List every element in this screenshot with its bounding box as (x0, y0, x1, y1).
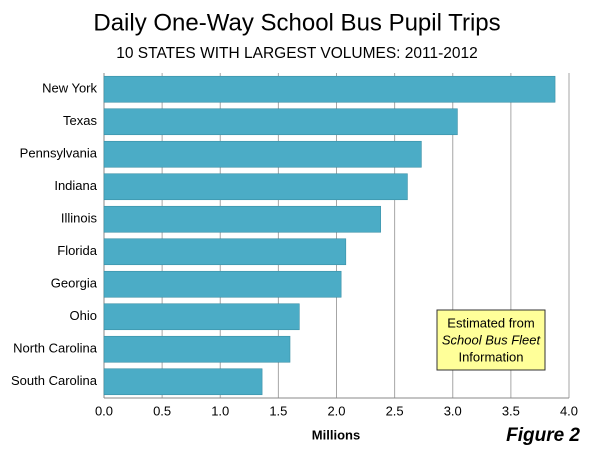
y-tick-label: Texas (63, 113, 97, 128)
bar (103, 368, 263, 396)
plot-area: 0.0 0.5 1.0 1.5 2.0 2.5 3.0 3.5 4.0 New York Texas… (11, 73, 578, 418)
annotation-text: Information (458, 349, 523, 364)
bar (103, 75, 556, 103)
x-tick-label: 0.0 (95, 403, 113, 418)
x-tick-label: 4.0 (560, 403, 578, 418)
bar (103, 335, 291, 363)
annotation-text: School Bus Fleet (442, 332, 542, 347)
bar (103, 238, 347, 266)
x-tick-label: 3.0 (444, 403, 462, 418)
x-tick-label: 2.0 (327, 403, 345, 418)
bar (103, 108, 458, 136)
x-tick-label: 3.5 (502, 403, 520, 418)
x-tick-label: 1.0 (211, 403, 229, 418)
bar (103, 173, 408, 201)
y-tick-label: South Carolina (11, 373, 98, 388)
x-tick-label: 2.5 (386, 403, 404, 418)
y-tick-label: Illinois (61, 211, 98, 226)
bar (103, 140, 422, 168)
annotation-text: Estimated from (447, 315, 534, 330)
y-tick-label: Pennsylvania (20, 146, 98, 161)
y-tick-label: Ohio (70, 308, 97, 323)
x-tick-label: 1.5 (269, 403, 287, 418)
y-tick-label: New York (42, 81, 97, 96)
chart-title: Daily One-Way School Bus Pupil Trips (93, 9, 500, 36)
chart-subtitle: 10 STATES WITH LARGEST VOLUMES: 2011-201… (116, 45, 478, 62)
y-tick-label: Florida (57, 243, 98, 258)
annotation-box (436, 309, 546, 371)
y-tick-label: North Carolina (13, 341, 98, 356)
bar (103, 303, 300, 331)
y-tick-label: Indiana (54, 178, 97, 193)
y-tick-label: Georgia (51, 276, 98, 291)
figure-label: Figure 2 (506, 425, 580, 446)
bar (103, 205, 381, 233)
x-tick-label: 0.5 (153, 403, 171, 418)
bar (103, 270, 342, 298)
x-axis-label: Millions (312, 427, 360, 442)
